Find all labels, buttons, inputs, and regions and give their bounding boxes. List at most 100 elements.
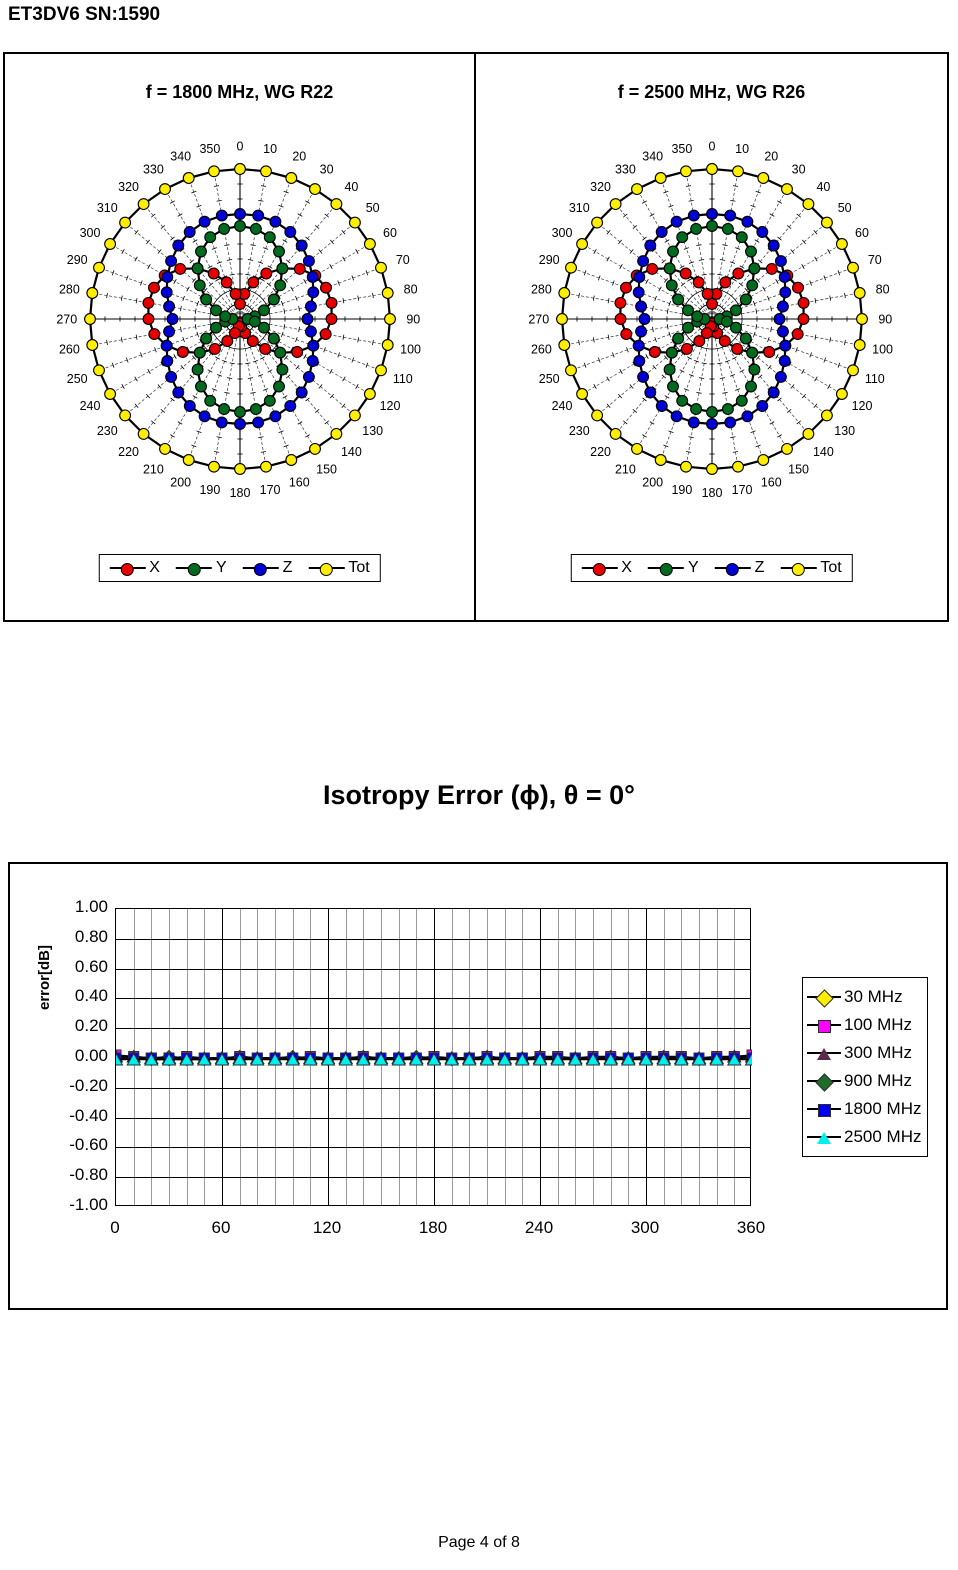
polar-angle-label: 290	[66, 253, 87, 267]
polar-angle-label: 10	[735, 142, 749, 156]
polar-legend-label: Tot	[820, 559, 842, 576]
x-tick-label: 180	[418, 1218, 448, 1237]
isotropy-legend-item-100-mhz: 100 MHz	[807, 1011, 921, 1039]
polar-angle-label: 310	[96, 201, 117, 215]
polar-legend-label: Z	[754, 559, 765, 576]
legend-marker-y	[659, 562, 673, 576]
grid-line-horizontal	[116, 1177, 750, 1179]
polar-angle-label: 280	[58, 282, 79, 296]
isotropy-legend-label: 2500 MHz	[844, 1127, 922, 1146]
polar-angle-label: 130	[362, 424, 383, 438]
polar-chart-title-2500: f = 2500 MHz, WG R26	[617, 82, 806, 102]
polar-angle-label: 170	[731, 483, 752, 497]
polar-legend-item-x: X	[581, 559, 632, 577]
polar-angle-label: 190	[671, 483, 692, 497]
legend-marker-x	[120, 562, 134, 576]
polar-angle-label: 140	[812, 445, 833, 459]
y-tick-label: 1.00	[74, 897, 108, 916]
polar-angle-label: 270	[56, 313, 77, 327]
polar-chart-panel-1800: f = 1800 MHz, WG R22 0 10 20 30 40 50 60 70 80 90…	[5, 54, 476, 620]
grid-line-horizontal	[116, 1028, 750, 1030]
isotropy-legend-item-300-mhz: 300 MHz	[807, 1039, 921, 1067]
polar-legend-label: Tot	[348, 559, 370, 576]
polar-angle-label: 30	[319, 163, 333, 177]
y-tick-label: -0.20	[69, 1075, 108, 1095]
polar-angle-label: 10	[263, 142, 277, 156]
grid-line-horizontal	[116, 1117, 750, 1119]
polar-angle-label: 210	[142, 463, 163, 477]
y-tick-label: -0.80	[69, 1165, 108, 1185]
isotropy-legend-item-30-mhz: 30 MHz	[807, 983, 921, 1011]
polar-angle-label: 230	[96, 424, 117, 438]
polar-legend-1800: X Y Z Tot	[98, 554, 381, 582]
polar-angle-label: 0	[708, 139, 715, 153]
polar-angle-label: 150	[788, 463, 809, 477]
polar-angle-label: 230	[568, 424, 589, 438]
legend-marker-y	[187, 562, 201, 576]
polar-legend-2500: X Y Z Tot	[570, 554, 853, 582]
polar-legend-item-x: X	[109, 559, 160, 577]
polar-angle-label: 340	[642, 150, 663, 164]
polar-angle-label: 220	[118, 445, 139, 459]
polar-angle-label: 250	[66, 372, 87, 386]
polar-angle-label: 60	[383, 226, 397, 240]
legend-line	[807, 988, 841, 1008]
polar-angle-label: 300	[79, 226, 100, 240]
polar-series-Tot	[555, 163, 868, 475]
isotropy-series-svg	[116, 1049, 752, 1067]
isotropy-section-title: Isotropy Error (ϕ), θ = 0°	[323, 780, 635, 810]
polar-angle-label: 90	[878, 313, 892, 327]
isotropy-legend-label: 300 MHz	[844, 1043, 913, 1062]
polar-legend-item-z: Z	[242, 559, 292, 577]
isotropy-legend-label: 1800 MHz	[844, 1099, 922, 1118]
y-tick-label: 0.00	[74, 1046, 108, 1065]
polar-angle-label: 340	[170, 150, 191, 164]
isotropy-chart-frame	[8, 862, 948, 1310]
polar-angle-label: 120	[851, 399, 872, 413]
polar-angle-label: 200	[170, 475, 191, 489]
x-tick-label: 0	[110, 1218, 120, 1237]
polar-plot-1800: 0 10 20 30 40 50 60 70 80 90 100 110 120 130 140 150 160…	[5, 126, 474, 516]
polar-angle-label: 330	[142, 163, 163, 177]
polar-legend-label: Y	[215, 559, 227, 576]
isotropy-legend-label: 100 MHz	[844, 1015, 913, 1034]
polar-legend-item-tot: Tot	[780, 559, 842, 577]
legend-line-y	[647, 562, 684, 576]
legend-line	[807, 1048, 841, 1060]
polar-angle-label: 110	[392, 372, 412, 386]
polar-angle-label: 140	[340, 445, 361, 459]
polar-angle-label: 50	[365, 201, 379, 215]
grid-line-horizontal	[116, 998, 750, 1000]
polar-series-Tot	[83, 163, 396, 475]
polar-legend-item-tot: Tot	[308, 559, 370, 577]
polar-angle-label: 30	[791, 163, 805, 177]
polar-angle-label: 350	[671, 142, 692, 156]
x-tick-label: 60	[211, 1218, 231, 1237]
polar-series-Z	[632, 208, 791, 430]
polar-angle-label: 290	[538, 253, 559, 267]
legend-line-x	[109, 562, 146, 576]
polar-angle-label: 220	[590, 445, 611, 459]
polar-angle-label: 80	[403, 282, 417, 296]
x-tick-label: 120	[312, 1218, 342, 1237]
legend-marker-square	[817, 1019, 831, 1033]
y-tick-label: 0.80	[74, 926, 108, 946]
polar-angle-label: 300	[551, 226, 572, 240]
polar-series-Y	[191, 220, 288, 418]
polar-plot-2500: 0 10 20 30 40 50 60 70 80 90 100 110 120 130 140 150 160…	[476, 126, 947, 516]
legend-marker-x	[592, 562, 606, 576]
polar-angle-label: 180	[701, 486, 722, 500]
legend-marker-z	[254, 562, 268, 576]
x-tick-label: 360	[736, 1218, 766, 1237]
polar-angle-label: 110	[864, 372, 884, 386]
polar-angle-label: 160	[760, 475, 781, 489]
polar-angle-label: 80	[875, 282, 889, 296]
polar-angle-label: 50	[837, 201, 851, 215]
polar-angle-label: 20	[764, 150, 778, 164]
isotropy-legend-label: 30 MHz	[844, 987, 903, 1006]
polar-angle-label: 280	[530, 282, 551, 296]
polar-angle-label: 40	[816, 180, 830, 194]
polar-angle-label: 330	[614, 163, 635, 177]
